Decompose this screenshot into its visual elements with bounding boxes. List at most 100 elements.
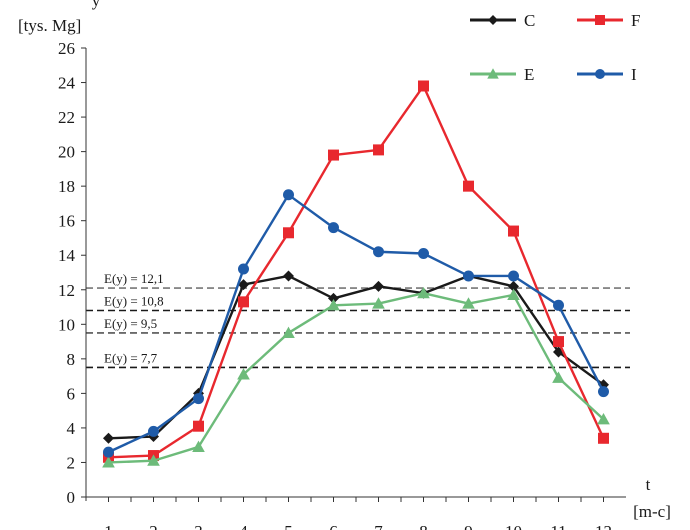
series-e-point — [462, 297, 475, 309]
series-i-point — [283, 189, 294, 201]
series-f-point — [238, 296, 249, 308]
x-tick-label: 12 — [595, 522, 612, 530]
series-e-point — [102, 456, 115, 468]
y-tick-label: 12 — [58, 281, 75, 300]
series-i-point — [463, 270, 474, 282]
series-i-line — [107, 193, 605, 454]
legend-item-f: F — [577, 11, 640, 30]
series — [102, 80, 610, 468]
x-tick-label: 10 — [505, 522, 522, 530]
x-tick-label: 9 — [464, 522, 473, 530]
legend-item-i: I — [577, 65, 637, 84]
legend-label-f: F — [631, 11, 640, 30]
x-tick-label: 3 — [194, 522, 203, 530]
series-f-point — [463, 180, 474, 192]
legend-item-c: C — [470, 11, 535, 30]
reference-line-label: E(y) = 12,1 — [104, 271, 164, 286]
series-f-point — [193, 420, 204, 432]
x-tick-label: 4 — [239, 522, 248, 530]
x-tick-label: 11 — [550, 522, 566, 530]
legend: C F E I — [470, 11, 640, 84]
series-c-point — [373, 280, 384, 292]
legend-label-e: E — [524, 65, 534, 84]
x-axis-symbol: t — [646, 475, 651, 494]
legend-marker-e — [487, 68, 499, 79]
y-tick-label: 14 — [58, 246, 76, 265]
y-axis-label: [tys. Mg] — [18, 16, 81, 35]
series-f — [103, 80, 609, 463]
y-tick-label: 0 — [67, 488, 76, 507]
series-i-point — [193, 393, 204, 405]
x-tick-label: 1 — [104, 522, 113, 530]
series-f-point — [283, 227, 294, 239]
series-c-point — [508, 280, 519, 292]
y-tick-label: 6 — [67, 384, 76, 403]
series-e-point — [282, 326, 295, 339]
series-e-point — [417, 286, 430, 299]
series-e-point — [372, 297, 385, 309]
series-e-point — [147, 454, 160, 466]
legend-label-c: C — [524, 11, 535, 30]
reference-line-label: E(y) = 10,8 — [104, 293, 164, 308]
reference-lines: E(y) = 12,1 E(y) = 10,8 E(y) = 9,5 E(y) = 7… — [86, 271, 630, 369]
series-c-point — [238, 279, 249, 291]
series-i-point — [238, 263, 249, 275]
legend-marker-c — [488, 15, 498, 25]
series-i-point — [553, 299, 564, 311]
y-tick-label: 18 — [58, 177, 75, 196]
series-c — [103, 270, 609, 444]
series-c-point — [103, 432, 114, 444]
series-e-point — [237, 368, 250, 380]
series-i-point — [148, 425, 159, 437]
series-f-point — [373, 144, 384, 156]
legend-item-e: E — [470, 65, 534, 84]
x-tick-label: 2 — [149, 522, 158, 530]
series-i-point — [598, 386, 609, 398]
y-tick-label: 10 — [58, 315, 75, 334]
x-tick-label: 7 — [374, 522, 383, 530]
x-tick-label: 8 — [419, 522, 428, 530]
x-tick-label: 5 — [284, 522, 293, 530]
legend-marker-f — [595, 15, 605, 25]
y-tick-label: 8 — [67, 350, 76, 369]
series-e-point — [552, 371, 565, 383]
y-tick-label: 4 — [67, 419, 76, 438]
series-f-point — [328, 149, 339, 161]
series-e-point — [192, 440, 205, 452]
y-axis-symbol: y — [92, 0, 101, 10]
y-tick-label: 24 — [58, 74, 76, 93]
series-i — [103, 189, 609, 458]
series-f-point — [418, 80, 429, 92]
series-i-point — [373, 246, 384, 258]
series-c-point — [328, 292, 339, 304]
x-tick-label: 6 — [329, 522, 338, 530]
axes: 02468101214161820222426123456789101112 — [58, 39, 626, 530]
series-f-point — [553, 336, 564, 348]
series-f-point — [598, 432, 609, 444]
y-tick-label: 20 — [58, 143, 75, 162]
reference-line-label: E(y) = 9,5 — [104, 316, 157, 331]
series-c-point — [283, 270, 294, 282]
y-tick-label: 16 — [58, 212, 75, 231]
series-i-point — [418, 248, 429, 260]
series-e-point — [507, 288, 520, 301]
series-c-line — [108, 274, 605, 440]
labels: y [tys. Mg] t [m-c] — [18, 0, 671, 521]
x-axis-label: [m-c] — [633, 502, 671, 521]
legend-label-i: I — [631, 65, 637, 84]
series-e-point — [597, 412, 610, 425]
series-e — [102, 286, 610, 468]
series-e-line — [108, 292, 605, 464]
reference-line-label: E(y) = 7,7 — [104, 350, 158, 365]
y-tick-label: 26 — [58, 39, 75, 58]
series-e-point — [327, 298, 340, 311]
y-tick-label: 22 — [58, 108, 75, 127]
series-f-line — [108, 84, 605, 459]
legend-marker-i — [595, 69, 605, 79]
series-f-point — [508, 225, 519, 237]
series-i-point — [508, 270, 519, 282]
series-i-point — [328, 222, 339, 234]
series-i-point — [103, 446, 114, 458]
y-tick-label: 2 — [67, 453, 76, 472]
